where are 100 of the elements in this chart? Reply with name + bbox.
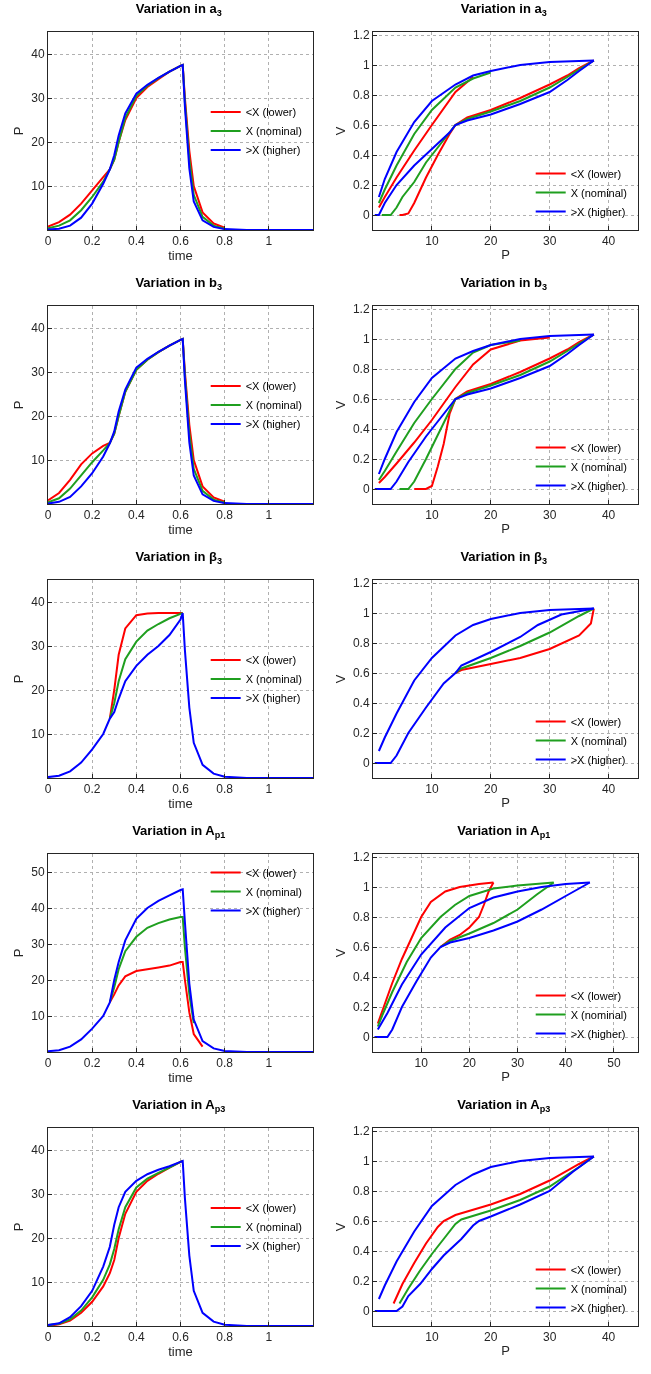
- x-tick-label: 10: [425, 234, 439, 249]
- y-tick-label: 1.2: [352, 28, 370, 43]
- y-tick-label: 20: [31, 973, 45, 988]
- legend-label: >X (higher): [245, 144, 301, 157]
- y-axis-title: P: [11, 126, 27, 136]
- y-axis-title: V: [332, 1222, 348, 1232]
- y-tick-label: 1: [362, 1154, 370, 1169]
- legend-label: X (nominal): [570, 460, 627, 473]
- x-tick-label: 30: [510, 1056, 525, 1071]
- x-tick-label: 0.4: [127, 234, 145, 249]
- y-tick-label: 0.2: [352, 452, 370, 467]
- y-tick-label: 0.4: [352, 422, 370, 437]
- x-tick-label: 0.2: [83, 782, 101, 797]
- x-tick-label: 0.2: [83, 1056, 101, 1071]
- y-tick-label: 0.4: [352, 696, 370, 711]
- y-tick-label: 0.8: [352, 636, 370, 651]
- y-tick-label: 20: [31, 135, 45, 150]
- legend-label: >X (higher): [245, 1240, 301, 1253]
- y-tick-label: 0.6: [352, 940, 370, 955]
- x-tick-label: 0.8: [216, 1330, 234, 1345]
- x-tick-label: 30: [542, 782, 557, 797]
- legend-label: >X (higher): [570, 1301, 626, 1314]
- x-tick-label: 20: [484, 1330, 498, 1345]
- legend-label: X (nominal): [245, 399, 302, 412]
- y-axis-title: P: [11, 400, 27, 410]
- legend-label: >X (higher): [570, 1027, 626, 1040]
- legend-label: <X (lower): [570, 989, 622, 1002]
- x-tick-label: 1: [265, 782, 273, 797]
- y-tick-label: 0.8: [352, 88, 370, 103]
- y-tick-label: 0.4: [352, 970, 370, 985]
- x-axis-title: time: [168, 796, 193, 812]
- x-tick-label: 0.6: [172, 782, 190, 797]
- y-tick-label: 0.6: [352, 392, 370, 407]
- y-tick-label: 0.2: [352, 726, 370, 741]
- x-tick-label: 40: [601, 508, 616, 523]
- legend-label: <X (lower): [245, 866, 297, 879]
- y-tick-label: 0.2: [352, 1000, 370, 1015]
- x-axis-title: time: [168, 1344, 193, 1360]
- x-axis-title: time: [168, 522, 193, 538]
- legend-label: >X (higher): [245, 418, 301, 431]
- x-tick-label: 0.8: [216, 508, 234, 523]
- chart-title: Variation in A$_{p3}$: [457, 1097, 551, 1114]
- legend-label: >X (higher): [245, 692, 301, 705]
- y-tick-label: 0.4: [352, 1244, 370, 1259]
- y-tick-label: 50: [31, 865, 45, 880]
- legend-label: X (nominal): [570, 734, 627, 747]
- y-tick-label: 40: [31, 1143, 45, 1158]
- y-axis-title: V: [332, 126, 348, 136]
- x-tick-label: 0.2: [83, 234, 101, 249]
- x-tick-label: 10: [425, 1330, 439, 1345]
- y-tick-label: 30: [31, 91, 45, 106]
- y-tick-label: 30: [31, 639, 45, 654]
- chart-title: Variation in a$_{3}$: [460, 1, 547, 18]
- y-tick-label: 1: [362, 332, 370, 347]
- x-axis-title: time: [168, 248, 193, 264]
- y-tick-label: 0.8: [352, 362, 370, 377]
- x-axis-title: P: [501, 1069, 510, 1084]
- legend-label: <X (lower): [245, 654, 297, 667]
- x-tick-label: 0.4: [127, 1330, 145, 1345]
- x-tick-label: 0.8: [216, 782, 234, 797]
- x-tick-label: 0.8: [216, 1056, 234, 1071]
- legend-label: X (nominal): [245, 673, 302, 686]
- chart-title: Variation in A$_{p1}$: [132, 823, 226, 840]
- y-tick-label: 10: [31, 1009, 45, 1024]
- y-tick-label: 0.2: [352, 1274, 370, 1289]
- y-axis-title: P: [11, 1222, 27, 1232]
- y-tick-label: 0.6: [352, 118, 370, 133]
- x-tick-label: 40: [559, 1056, 573, 1071]
- x-tick-label: 0.8: [216, 234, 234, 249]
- x-tick-label: 30: [542, 234, 557, 249]
- y-tick-label: 10: [31, 453, 45, 468]
- x-tick-label: 1: [265, 1056, 273, 1071]
- x-tick-label: 0.6: [172, 1330, 190, 1345]
- legend-label: X (nominal): [570, 186, 627, 199]
- chart-title: Variation in a$_{3}$: [135, 1, 222, 18]
- x-tick-label: 0.4: [127, 508, 145, 523]
- x-axis-title: P: [501, 795, 510, 810]
- chart-title: Variation in A$_{p3}$: [132, 1097, 226, 1114]
- y-tick-label: 30: [31, 1187, 45, 1202]
- y-tick-label: 1.2: [352, 302, 370, 317]
- chart-title: Variation in b$_{3}$: [135, 275, 223, 292]
- y-tick-label: 1.2: [352, 850, 370, 865]
- x-axis-title: P: [501, 1343, 510, 1358]
- x-tick-label: 20: [484, 508, 498, 523]
- legend-label: >X (higher): [570, 479, 626, 492]
- legend-label: X (nominal): [245, 885, 302, 898]
- x-tick-label: 20: [484, 782, 498, 797]
- x-tick-label: 40: [601, 782, 616, 797]
- legend-label: <X (lower): [245, 106, 297, 119]
- x-tick-label: 30: [542, 508, 557, 523]
- y-tick-label: 1: [362, 880, 370, 895]
- y-tick-label: 40: [31, 901, 45, 916]
- legend-label: X (nominal): [245, 125, 302, 138]
- legend-label: X (nominal): [570, 1008, 627, 1021]
- y-tick-label: 1.2: [352, 576, 370, 591]
- legend-label: >X (higher): [570, 205, 626, 218]
- legend-label: X (nominal): [245, 1221, 302, 1234]
- y-tick-label: 30: [31, 937, 45, 952]
- x-tick-label: 10: [425, 782, 439, 797]
- x-tick-label: 0.6: [172, 508, 190, 523]
